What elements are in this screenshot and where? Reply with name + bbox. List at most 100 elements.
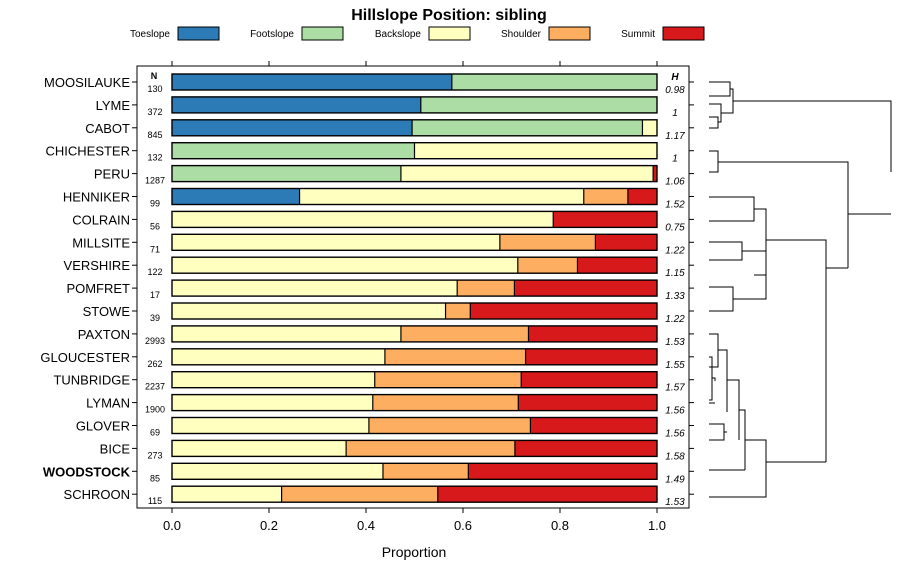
x-tick-label: 0.8 [551,518,569,533]
bar-segment-backslope [172,280,458,297]
n-column-header: N [151,71,158,81]
row-h-value: 0.75 [665,222,685,233]
bar-row [171,393,658,412]
row-label: CABOT [85,121,130,136]
bar-segment-shoulder [445,303,471,319]
bar-outline [171,416,658,435]
bar-segment-footslope [172,142,415,159]
row-label: PERU [94,167,130,182]
x-axis: 0.0 0.2 0.4 0.6 0.8 1.0 [163,61,666,533]
x-tick-label: 0.2 [260,518,278,533]
legend-label: Toeslope [130,29,170,40]
row-n-value: 56 [150,221,160,231]
row-labels: MOOSILAUKE 130 0.98 LYME 372 1 CABOT 845 1.17 CHI… [40,75,694,508]
row-h-value: 0.98 [665,85,685,96]
plot-frame [136,65,690,509]
legend-swatch [301,26,344,41]
bar-segment-summit [518,394,657,411]
legend-swatch [548,26,591,41]
bar-segment-shoulder [384,348,526,365]
row-label: STOWE [83,304,131,319]
legend-swatch [177,26,220,41]
bar-segment-backslope [400,165,654,182]
bar-row [171,164,658,183]
bar-segment-summit [470,303,657,319]
bar-outline [171,302,658,320]
bar-segment-shoulder [457,280,515,297]
bar-segment-shoulder [400,325,529,342]
row-h-value: 1.56 [665,429,685,440]
bar-segment-summit [514,440,657,457]
bar-segment-backslope [172,371,375,388]
dendrogram-branch [709,356,713,401]
bar-segment-summit [653,165,657,182]
bar-row [171,325,658,343]
bar-outline [171,256,658,274]
bar-segment-shoulder [517,257,578,274]
bar-segment-shoulder [499,234,596,251]
bar-segment-shoulder [382,463,469,480]
x-tick-label: 0.6 [454,518,472,533]
row-n-value: 132 [147,153,162,163]
dendrogram-branch [709,333,719,368]
row-h-value: 1.56 [665,406,685,417]
row-n-value: 115 [148,496,162,506]
dendrogram-branch [709,286,734,312]
bar-segment-summit [595,234,657,251]
legend-swatch [662,26,705,41]
row-n-value: 2993 [145,336,165,346]
row-h-value: 1 [672,154,678,165]
row-label: POMFRET [66,281,130,296]
legend-label: Backslope [375,29,422,40]
x-tick-label: 1.0 [648,518,666,533]
bar-outline [171,325,658,343]
legend-label: Shoulder [501,29,542,40]
bar-row [171,462,658,480]
dendrogram-branch [709,150,719,173]
bar-segment-shoulder [374,371,522,388]
row-h-value: 1.17 [665,131,685,142]
row-label: MILLSITE [72,235,130,250]
row-h-value: 1.22 [665,314,685,325]
bar-segment-footslope [172,165,401,182]
row-n-value: 2237 [145,382,165,392]
bar-outline [171,141,658,160]
row-label: BICE [100,441,131,456]
bar-segment-shoulder [346,440,515,457]
bar-segment-backslope [172,257,518,274]
row-n-value: 273 [147,450,162,460]
bar-segment-summit [514,280,657,297]
row-h-value: 1.57 [665,383,685,394]
row-label: TUNBRIDGE [53,373,130,388]
row-h-value: 1.49 [665,474,685,485]
bar-segment-summit [627,188,657,205]
bar-segment-backslope [172,486,282,503]
bar-segment-backslope [642,119,657,136]
bar-outline [171,210,658,229]
bar-row [171,485,658,503]
bar-segment-footslope [412,119,643,136]
dendrogram-branch [718,349,728,412]
x-axis-label: Proportion [382,544,447,560]
row-n-value: 845 [147,130,162,140]
row-n-value: 372 [147,107,162,117]
bar-outline [171,187,658,206]
dendrogram [709,81,892,498]
row-n-value: 99 [150,199,160,209]
row-h-value: 1.15 [665,268,685,279]
bar-segment-shoulder [372,394,519,411]
bar-segment-toeslope [172,119,413,136]
row-label: COLRAIN [72,212,130,227]
row-label: LYMAN [86,396,130,411]
row-n-value: 1900 [145,405,165,415]
bar-row [171,256,658,274]
bar-segment-summit [468,463,657,480]
row-n-value: 71 [150,244,160,254]
bar-segment-backslope [172,325,401,342]
bar-row [171,233,658,252]
bar-segment-toeslope [172,188,300,205]
bar-row [171,439,658,458]
legend: Toeslope Footslope Backslope Shoulder Summit [130,26,705,41]
row-n-value: 130 [147,84,162,94]
bar-segment-backslope [172,234,500,251]
